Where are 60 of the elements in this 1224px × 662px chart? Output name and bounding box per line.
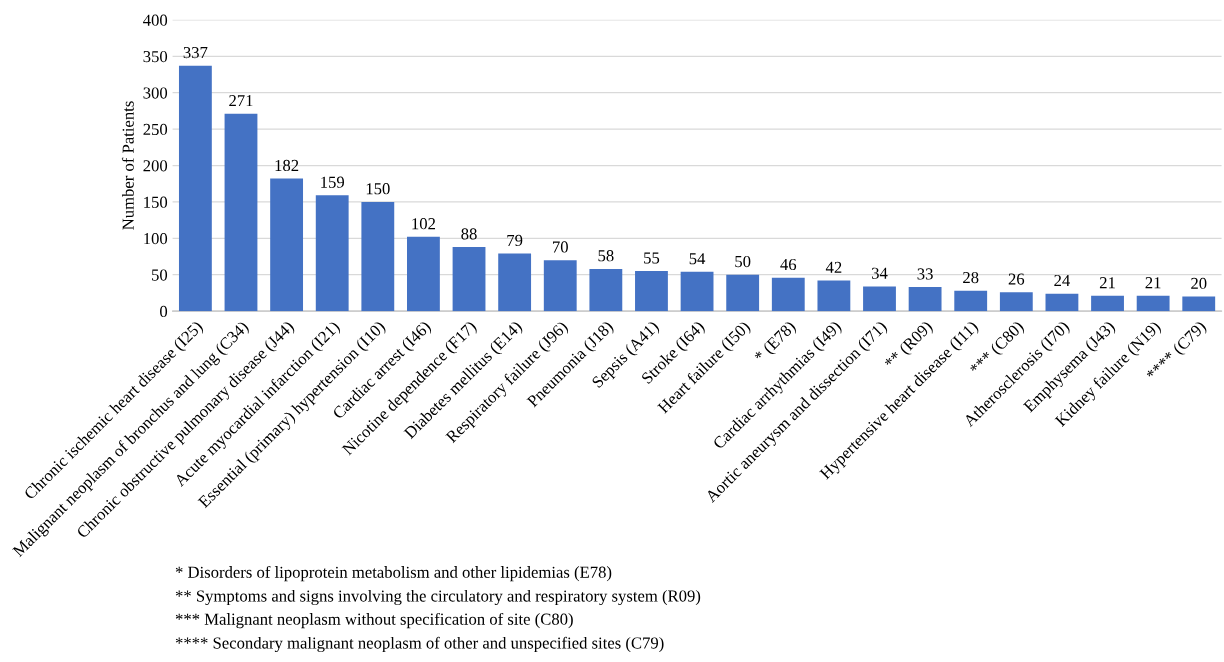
bar	[726, 274, 760, 312]
y-tick-label: 200	[143, 160, 168, 172]
data-label: 34	[871, 267, 888, 279]
data-label: 28	[963, 271, 979, 284]
y-tick-label: 150	[144, 196, 168, 208]
data-label: 159	[321, 176, 345, 188]
data-label: 79	[507, 234, 523, 247]
bar	[315, 195, 349, 312]
bar	[407, 236, 440, 312]
data-label: 182	[275, 159, 299, 172]
text: **** Secondary malignant neoplasm of other and unspecified sites (C79)	[175, 636, 664, 653]
bar	[863, 286, 896, 312]
data-label: 55	[644, 252, 660, 264]
text: ** Symptoms and signs involving the circulatory and respiratory system (R09)	[175, 589, 701, 606]
bar	[680, 271, 714, 312]
bar	[1091, 295, 1124, 312]
bar	[635, 271, 668, 312]
bar	[361, 201, 395, 312]
data-label: 21	[1145, 277, 1161, 289]
bar	[1182, 296, 1216, 312]
data-label: 50	[735, 255, 751, 268]
bar	[543, 260, 577, 312]
bar	[224, 113, 258, 312]
data-label: 42	[825, 261, 842, 273]
y-tick-label: 350	[143, 50, 168, 63]
bar	[999, 292, 1033, 312]
data-label: 33	[917, 268, 933, 280]
data-label: 337	[183, 46, 208, 59]
bar	[954, 290, 988, 312]
data-label: 70	[553, 241, 568, 253]
data-label: 46	[780, 258, 797, 271]
text: *** Malignant neoplasm without specification of site (C80)	[175, 612, 573, 629]
bar	[589, 268, 623, 312]
bar	[771, 277, 805, 312]
y-tick-label: 100	[144, 233, 168, 245]
data-label: 21	[1099, 277, 1115, 289]
data-label: 54	[689, 253, 706, 265]
data-label: 150	[366, 183, 390, 195]
data-label: 102	[412, 218, 435, 230]
y-tick-label: 0	[160, 305, 168, 318]
data-label: 58	[598, 250, 614, 262]
bar	[498, 253, 532, 312]
data-label: 88	[461, 228, 477, 240]
bar	[908, 287, 942, 312]
data-label: 20	[1191, 277, 1207, 290]
data-label: 271	[229, 95, 253, 107]
bar	[1136, 295, 1170, 312]
data-label: 24	[1054, 274, 1070, 286]
text: * Disorders of lipoprotein metabolism and other lipidemias (E78)	[175, 565, 612, 582]
y-tick-label: 250	[143, 123, 168, 136]
bar	[270, 178, 304, 312]
y-tick-label: 50	[152, 269, 168, 281]
bar	[1045, 293, 1079, 312]
data-label: 26	[1008, 273, 1025, 285]
bar	[817, 280, 851, 312]
bar	[452, 247, 486, 312]
y-tick-label: 400	[143, 14, 168, 26]
y-tick-label: 300	[143, 87, 168, 99]
y-axis-title: Number of Patients	[121, 101, 134, 230]
bar	[178, 65, 212, 312]
